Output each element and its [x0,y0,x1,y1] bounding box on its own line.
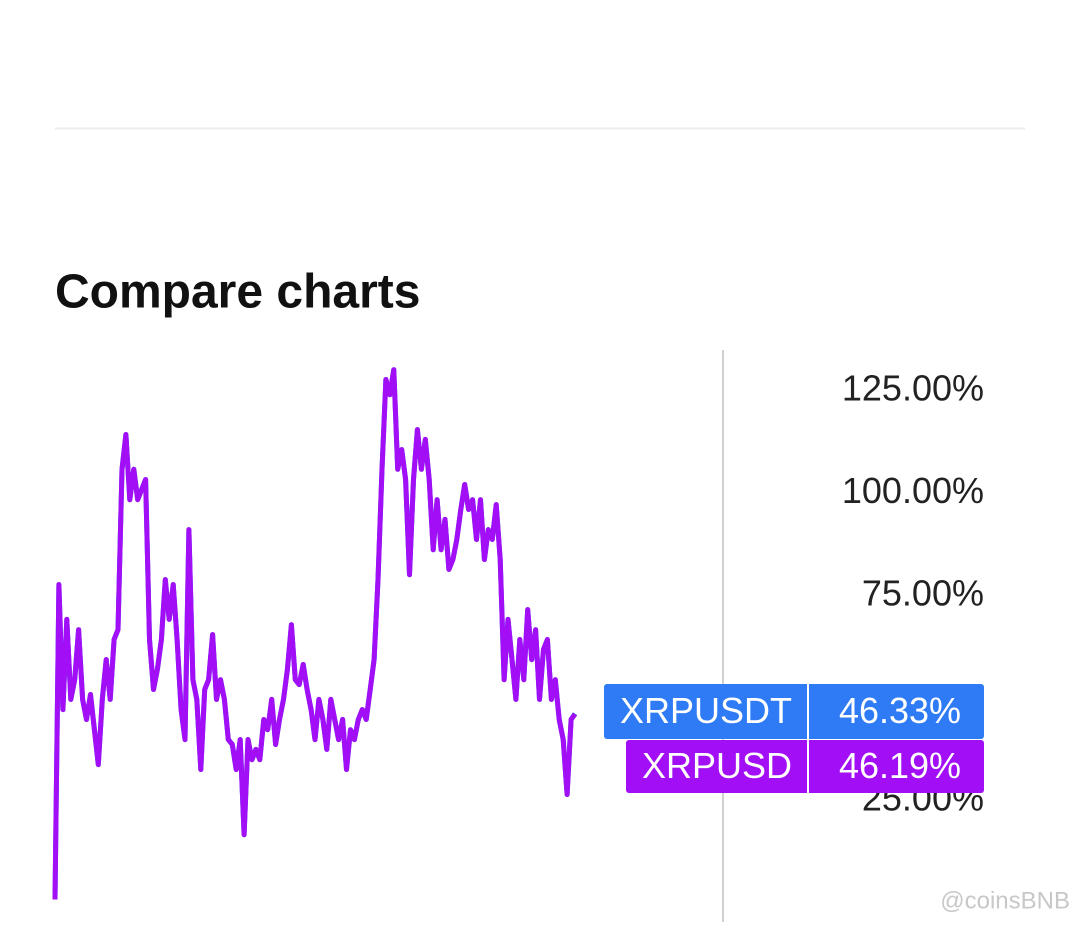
line [52,367,578,900]
chart-title: Compare charts [55,266,420,319]
y-tick-label: 100.00% [842,470,984,511]
y-tick-label: 75.00% [862,573,984,614]
line [52,367,578,900]
legend-label: XRPUSDT [620,690,792,731]
value-label: 46.19% [839,745,961,786]
legend-label: XRPUSD [642,745,792,786]
watermark: @coinsBNB [940,887,1070,914]
label-box [604,684,984,739]
y-tick-label: 125.00% [842,368,984,409]
value-label: 46.33% [839,690,961,731]
label-box [626,740,984,793]
